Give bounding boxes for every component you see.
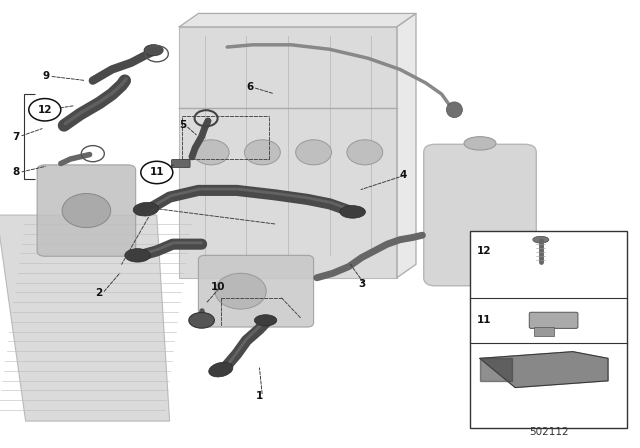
- FancyBboxPatch shape: [198, 255, 314, 327]
- Circle shape: [62, 194, 111, 228]
- Ellipse shape: [447, 102, 463, 117]
- Text: 8: 8: [12, 168, 20, 177]
- Polygon shape: [480, 358, 512, 381]
- Text: 11: 11: [150, 168, 164, 177]
- Text: 7: 7: [12, 132, 20, 142]
- Polygon shape: [179, 13, 416, 27]
- Polygon shape: [480, 352, 608, 388]
- Circle shape: [193, 140, 229, 165]
- Text: 1: 1: [255, 392, 263, 401]
- FancyBboxPatch shape: [534, 327, 554, 336]
- Text: 11: 11: [477, 315, 492, 325]
- Polygon shape: [0, 215, 170, 421]
- Text: 502112: 502112: [529, 427, 569, 437]
- FancyBboxPatch shape: [172, 159, 190, 168]
- FancyBboxPatch shape: [470, 231, 627, 428]
- Ellipse shape: [209, 362, 233, 377]
- Text: 12: 12: [477, 246, 492, 256]
- Ellipse shape: [340, 206, 365, 218]
- Ellipse shape: [144, 44, 163, 56]
- Text: 6: 6: [246, 82, 253, 92]
- Circle shape: [29, 99, 61, 121]
- Text: 10: 10: [211, 282, 225, 292]
- Ellipse shape: [133, 202, 159, 216]
- FancyBboxPatch shape: [37, 165, 136, 256]
- Ellipse shape: [254, 314, 276, 326]
- Text: 12: 12: [38, 105, 52, 115]
- Circle shape: [296, 140, 332, 165]
- FancyBboxPatch shape: [529, 312, 578, 328]
- Circle shape: [347, 140, 383, 165]
- FancyBboxPatch shape: [179, 27, 397, 278]
- Circle shape: [141, 161, 173, 184]
- FancyBboxPatch shape: [471, 276, 489, 290]
- FancyBboxPatch shape: [424, 144, 536, 286]
- Text: 2: 2: [95, 289, 103, 298]
- Polygon shape: [397, 13, 416, 278]
- Ellipse shape: [532, 237, 548, 243]
- Ellipse shape: [464, 137, 496, 150]
- Text: 4: 4: [399, 170, 407, 180]
- Text: 9: 9: [42, 71, 50, 81]
- Circle shape: [244, 140, 280, 165]
- Ellipse shape: [125, 249, 150, 262]
- Ellipse shape: [189, 313, 214, 328]
- Text: 3: 3: [358, 280, 365, 289]
- Circle shape: [215, 273, 266, 309]
- Text: 5: 5: [179, 121, 186, 130]
